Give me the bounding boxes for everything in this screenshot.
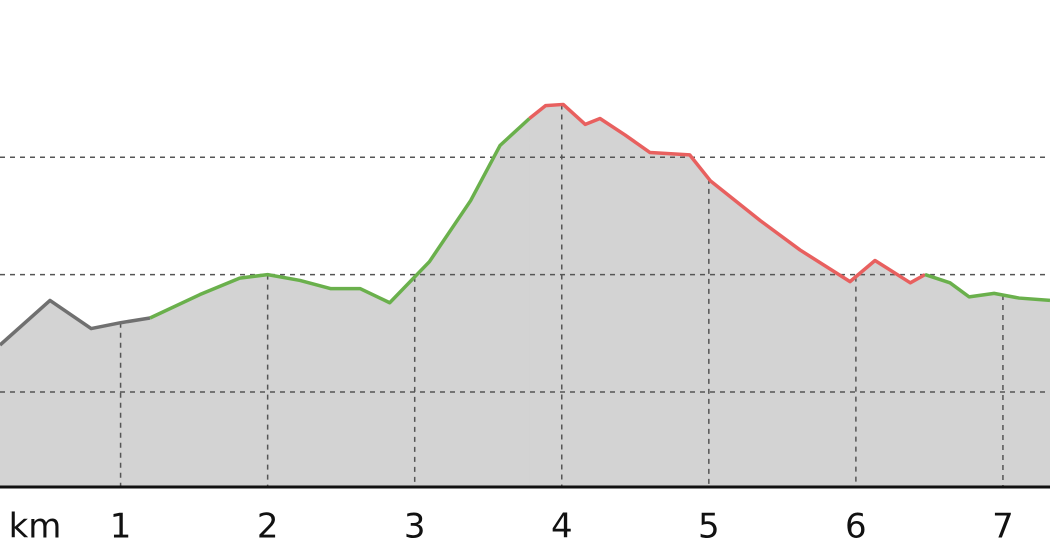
elevation-line	[0, 298, 151, 347]
elevation-area	[149, 117, 530, 488]
x-tick-label: 4	[551, 507, 573, 547]
elevation-line	[149, 117, 531, 320]
x-tick-label: 1	[110, 507, 132, 547]
elevation-area	[528, 103, 926, 488]
elevation-line	[528, 102, 926, 285]
x-axis-label: km	[9, 507, 62, 547]
elevation-area	[924, 273, 1050, 488]
elevation-line	[924, 272, 1050, 303]
x-tick-label: 6	[845, 507, 867, 547]
x-tick-label: 7	[992, 507, 1014, 547]
x-tick-label: 2	[257, 507, 279, 547]
x-tick-label: 3	[404, 507, 426, 547]
x-tick-label: 5	[698, 507, 720, 547]
elevation-area	[0, 299, 151, 488]
